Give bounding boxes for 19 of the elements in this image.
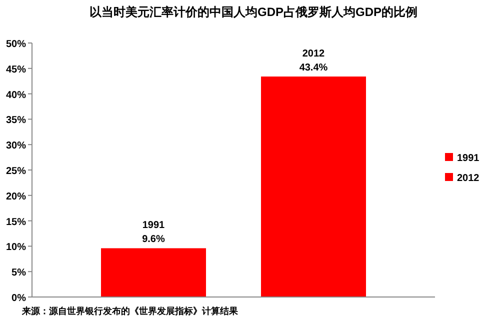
y-tick-label: 20%: [6, 191, 26, 202]
y-tick-label: 0%: [12, 293, 26, 304]
data-label: 9.6%: [142, 234, 166, 246]
text: 2012: [302, 48, 325, 60]
data-label: 43.4%: [299, 62, 328, 74]
text: 1991: [142, 220, 165, 232]
y-tick-label: 30%: [6, 140, 26, 152]
y-tick-label: 10%: [6, 242, 26, 254]
y-tick-label: 40%: [6, 90, 26, 101]
legend-label: 1991: [457, 153, 480, 164]
y-tick-label: 45%: [6, 64, 26, 76]
source-note: 来源：源自世界银行发布的《世界发展指标》计算结果: [21, 306, 239, 316]
y-tick-label: 50%: [6, 39, 26, 50]
y-tick-label: 5%: [12, 268, 26, 279]
chart-title: 以当时美元汇率计价的中国人均GDP占俄罗斯人均GDP的比例: [89, 5, 418, 19]
y-tick-label: 35%: [6, 115, 26, 126]
y-tick-label: 25%: [6, 166, 26, 177]
legend-label: 2012: [457, 173, 480, 184]
y-tick-label: 15%: [6, 216, 26, 228]
